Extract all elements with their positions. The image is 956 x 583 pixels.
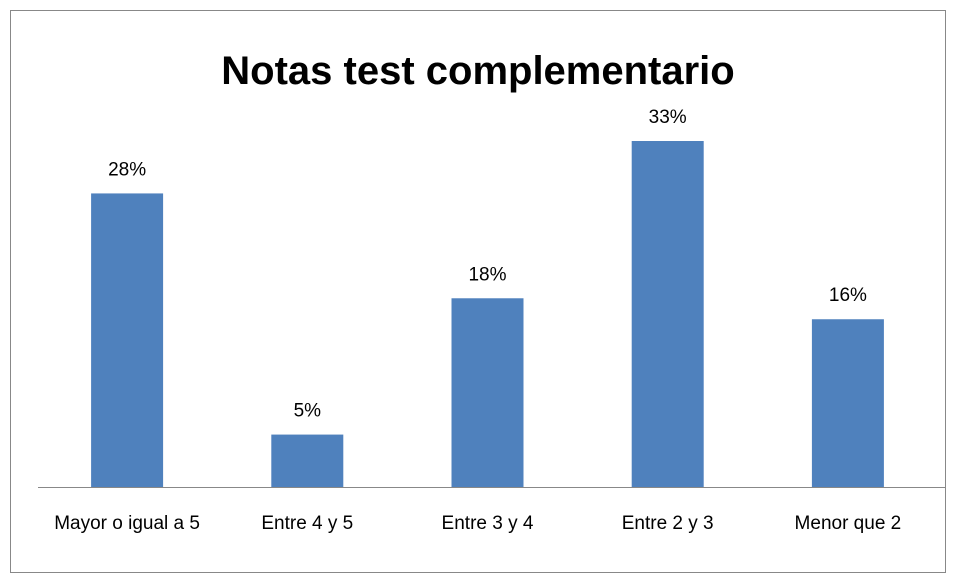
bar [811,319,884,487]
data-label: 18% [468,264,506,285]
data-label: 33% [649,107,687,128]
x-tick-label: Mayor o igual a 5 [54,513,200,534]
chart-title: Notas test complementario [221,49,734,93]
bar [271,434,344,487]
bar [631,141,704,487]
data-label: 16% [829,285,867,306]
x-tick-label: Entre 2 y 3 [621,513,714,534]
x-tick-label: Entre 3 y 4 [441,513,534,534]
x-tick-label: Menor que 2 [794,513,902,534]
bar [451,298,524,487]
x-tick-label: Entre 4 y 5 [261,513,354,534]
data-label: 5% [294,401,322,422]
data-label: 28% [108,159,146,180]
bar [91,193,164,487]
